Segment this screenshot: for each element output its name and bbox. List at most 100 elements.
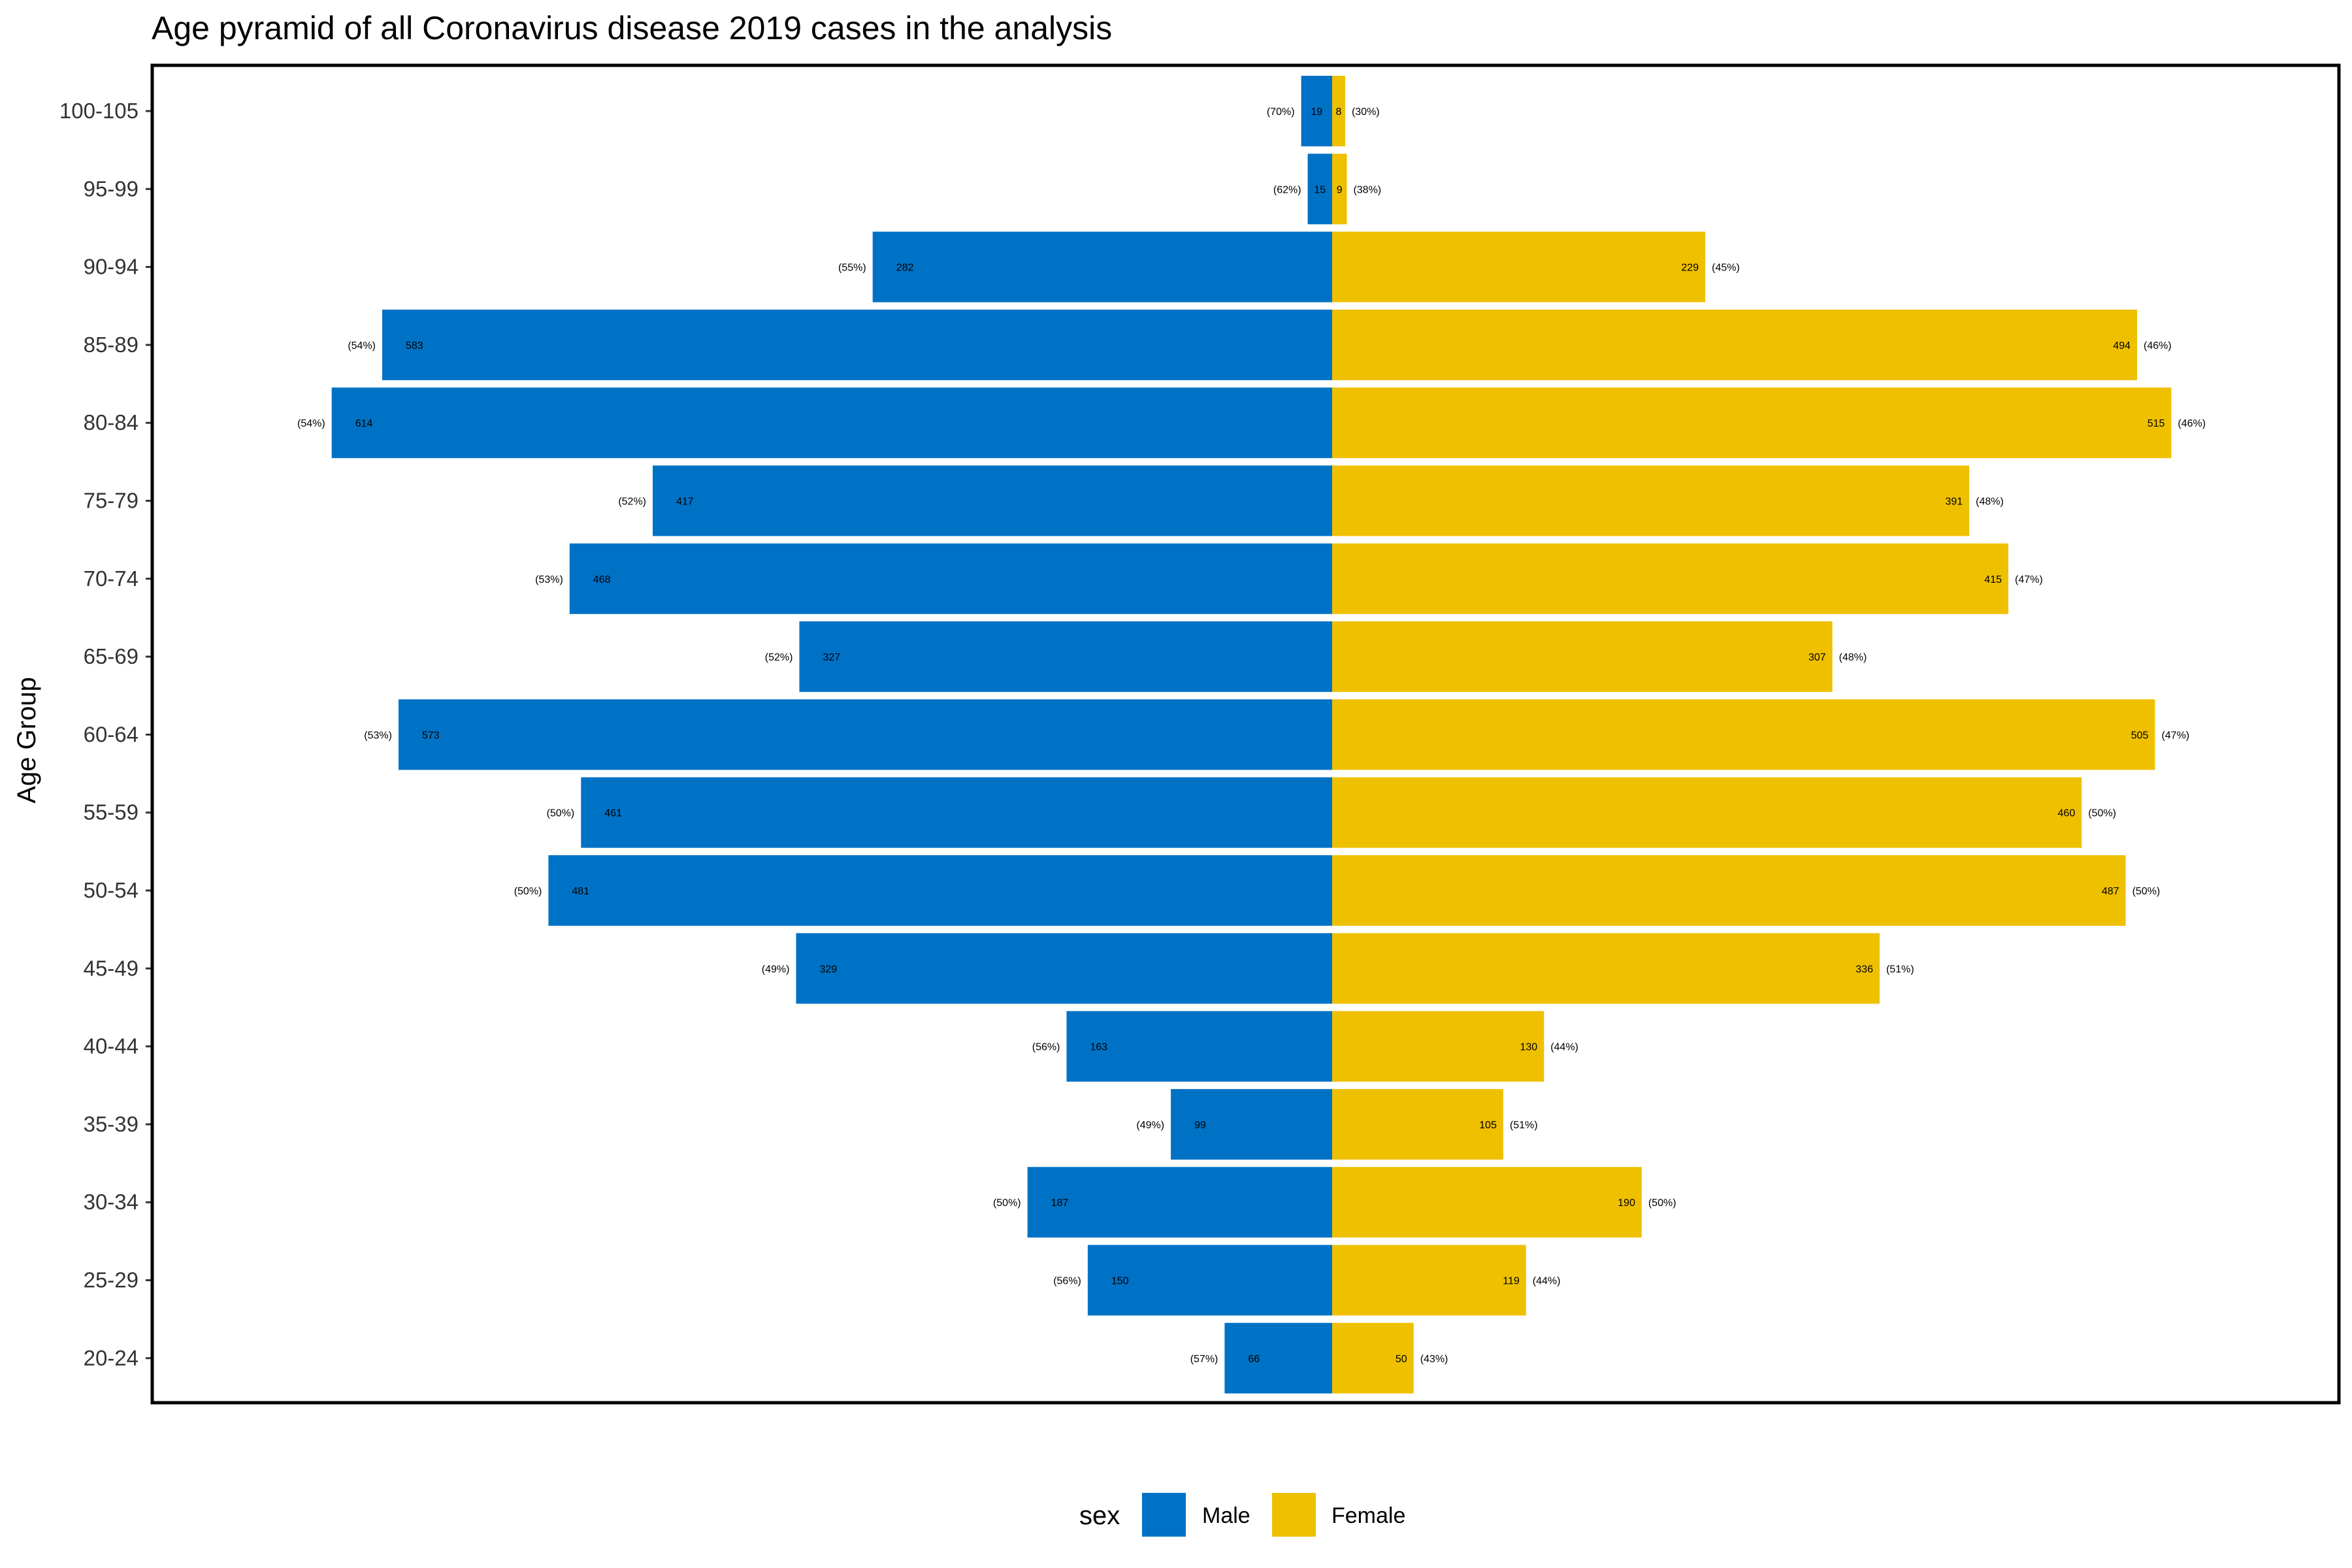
y-axis-ticks: 100-105 95-99 90-94 85-89 80-84 75-79 70-74 65-… — [59, 99, 152, 1370]
bar-female-60-64 — [1332, 699, 2155, 770]
count-label-female-90-94: 229 — [1681, 263, 1699, 274]
count-label-male-65-69: 327 — [823, 652, 840, 663]
count-label-male-90-94: 282 — [896, 263, 914, 274]
bar-female-25-29 — [1332, 1245, 1526, 1316]
bar-male-55-59 — [581, 777, 1332, 848]
bar-female-100-105 — [1332, 76, 1345, 146]
pct-label-male-95-99: (62%) — [1273, 184, 1301, 195]
pct-label-male-90-94: (55%) — [838, 263, 866, 274]
bar-male-90-94 — [872, 231, 1332, 302]
count-label-male-85-89: 583 — [406, 340, 423, 351]
legend-swatch-female — [1272, 1493, 1316, 1537]
count-label-male-75-79: 417 — [676, 497, 694, 508]
bar-male-35-39 — [1171, 1088, 1332, 1160]
pct-label-female-85-89: (46%) — [2144, 340, 2172, 351]
pct-label-female-45-49: (51%) — [1886, 964, 1914, 975]
count-label-male-25-29: 150 — [1111, 1276, 1129, 1287]
count-label-female-20-24: 50 — [1396, 1354, 1407, 1365]
pct-label-female-70-74: (47%) — [2015, 574, 2043, 585]
legend-label-female: Female — [1331, 1503, 1405, 1528]
y-tick-label-95-99: 95-99 — [84, 176, 139, 201]
bar-female-35-39 — [1332, 1088, 1503, 1160]
pct-label-male-60-64: (53%) — [364, 730, 392, 741]
pct-label-male-40-44: (56%) — [1032, 1042, 1060, 1053]
bar-male-80-84 — [331, 387, 1333, 459]
count-label-female-40-44: 130 — [1520, 1042, 1538, 1053]
bar-female-55-59 — [1332, 777, 2082, 848]
pct-label-female-35-39: (51%) — [1510, 1120, 1538, 1131]
bar-male-50-54 — [548, 855, 1332, 926]
bar-male-95-99 — [1307, 154, 1332, 225]
pct-label-female-25-29: (44%) — [1533, 1276, 1561, 1287]
bar-female-80-84 — [1332, 387, 2172, 459]
bar-male-60-64 — [398, 699, 1332, 770]
pct-label-female-30-34: (50%) — [1648, 1198, 1676, 1209]
legend-swatch-male — [1142, 1493, 1186, 1537]
count-label-male-40-44: 163 — [1090, 1042, 1107, 1053]
y-tick-label-25-29: 25-29 — [84, 1268, 139, 1292]
pct-label-male-45-49: (49%) — [762, 964, 790, 975]
count-label-male-55-59: 461 — [604, 808, 622, 819]
legend-label-male: Male — [1202, 1503, 1250, 1528]
bar-male-75-79 — [653, 465, 1333, 536]
bar-female-95-99 — [1332, 154, 1347, 225]
pct-label-female-80-84: (46%) — [2178, 418, 2206, 429]
y-tick-label-75-79: 75-79 — [84, 489, 139, 513]
pct-label-female-90-94: (45%) — [1712, 263, 1740, 274]
count-label-male-50-54: 481 — [572, 886, 589, 897]
count-label-male-70-74: 468 — [593, 574, 611, 585]
bar-male-30-34 — [1027, 1167, 1332, 1238]
y-tick-label-40-44: 40-44 — [84, 1034, 139, 1058]
y-tick-label-70-74: 70-74 — [84, 566, 139, 591]
bar-male-45-49 — [796, 933, 1332, 1004]
bars-layer — [331, 76, 2172, 1394]
count-label-female-70-74: 415 — [1984, 574, 2002, 585]
pct-label-female-20-24: (43%) — [1420, 1354, 1448, 1365]
y-tick-label-50-54: 50-54 — [84, 878, 139, 902]
pct-label-male-65-69: (52%) — [765, 652, 793, 663]
pct-label-male-50-54: (50%) — [514, 886, 542, 897]
y-axis-label: Age Group — [12, 677, 41, 803]
pct-label-female-75-79: (48%) — [1976, 497, 2004, 508]
bar-female-90-94 — [1332, 231, 1706, 302]
bar-female-70-74 — [1332, 543, 2008, 614]
bar-male-40-44 — [1066, 1011, 1332, 1082]
y-tick-label-80-84: 80-84 — [84, 410, 139, 434]
bar-female-45-49 — [1332, 933, 1880, 1004]
bar-male-100-105 — [1301, 76, 1332, 146]
bar-male-25-29 — [1087, 1245, 1332, 1316]
count-label-female-60-64: 505 — [2131, 730, 2149, 741]
y-tick-label-55-59: 55-59 — [84, 800, 139, 825]
pct-label-male-30-34: (50%) — [993, 1198, 1021, 1209]
bar-male-20-24 — [1224, 1322, 1332, 1394]
plot-frame — [150, 63, 2341, 1405]
pct-label-female-55-59: (50%) — [2088, 808, 2116, 819]
count-label-female-100-105: 8 — [1336, 106, 1342, 118]
pct-label-male-35-39: (49%) — [1136, 1120, 1164, 1131]
bar-male-65-69 — [799, 621, 1332, 693]
y-tick-label-45-49: 45-49 — [84, 956, 139, 980]
legend: sex Male Female — [1079, 1493, 1405, 1537]
pct-label-male-80-84: (54%) — [297, 418, 325, 429]
count-label-female-75-79: 391 — [1945, 497, 1963, 508]
pct-label-female-95-99: (38%) — [1353, 184, 1381, 195]
count-label-female-25-29: 119 — [1503, 1276, 1520, 1287]
count-label-male-80-84: 614 — [355, 418, 373, 429]
count-label-male-60-64: 573 — [422, 730, 440, 741]
pct-label-male-70-74: (53%) — [535, 574, 563, 585]
count-label-male-35-39: 99 — [1194, 1120, 1206, 1131]
count-label-female-85-89: 494 — [2113, 340, 2131, 351]
y-tick-label-85-89: 85-89 — [84, 333, 139, 357]
legend-title: sex — [1079, 1501, 1120, 1530]
pct-label-female-40-44: (44%) — [1550, 1042, 1578, 1053]
y-tick-label-30-34: 30-34 — [84, 1190, 139, 1214]
bar-female-20-24 — [1332, 1322, 1414, 1394]
bar-female-40-44 — [1332, 1011, 1544, 1082]
pct-label-female-50-54: (50%) — [2132, 886, 2161, 897]
count-label-male-95-99: 15 — [1314, 184, 1326, 195]
pct-label-female-60-64: (47%) — [2161, 730, 2189, 741]
count-label-female-55-59: 460 — [2058, 808, 2076, 819]
bar-female-30-34 — [1332, 1167, 1642, 1238]
